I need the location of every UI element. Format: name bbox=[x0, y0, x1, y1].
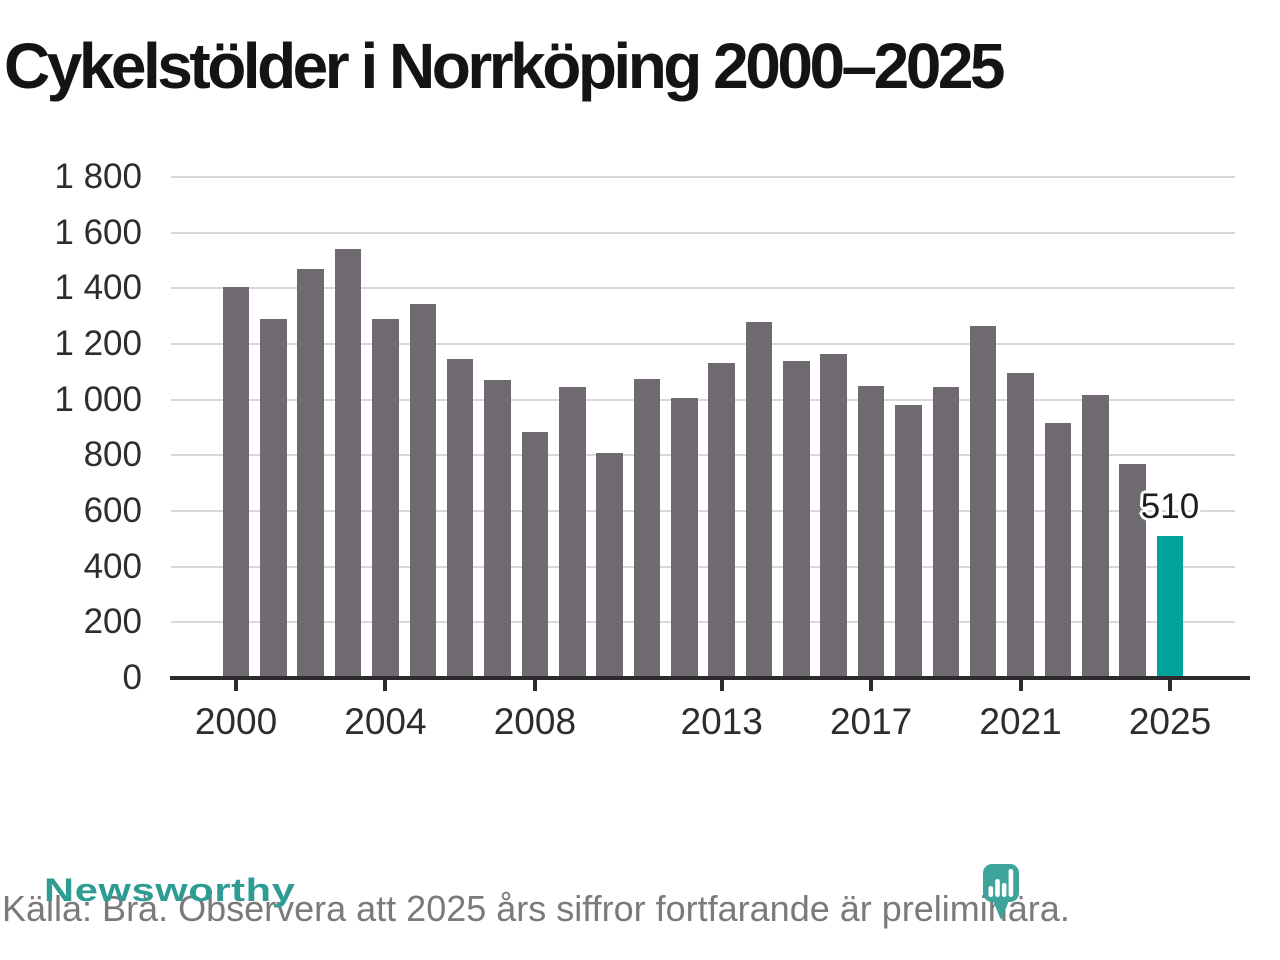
plot-area bbox=[171, 176, 1235, 678]
x-axis-tick-2021 bbox=[1018, 680, 1023, 691]
source-note: Källa: Brå. Observera att 2025 års siffr… bbox=[2, 888, 1070, 929]
gridline-800 bbox=[171, 454, 1235, 457]
gridline-1600 bbox=[171, 231, 1235, 234]
newsworthy-brand-text: Newsworthy bbox=[44, 872, 296, 908]
y-axis-label-1400: 1 400 bbox=[54, 268, 142, 308]
y-axis-label-800: 800 bbox=[83, 435, 142, 475]
bar-2012 bbox=[671, 398, 698, 678]
x-axis-tick-2017 bbox=[869, 680, 874, 691]
x-axis-tick-2008 bbox=[532, 680, 537, 691]
bar-2011 bbox=[633, 379, 661, 678]
bar-2020 bbox=[969, 326, 997, 678]
newsworthy-logo bbox=[983, 864, 1280, 928]
bar-2001 bbox=[260, 319, 287, 678]
bar-2022 bbox=[1044, 423, 1072, 678]
y-axis-label-0: 0 bbox=[122, 658, 142, 697]
bar-2007 bbox=[484, 380, 511, 678]
x-axis-label-2017: 2017 bbox=[829, 701, 913, 742]
x-axis-label-2013: 2013 bbox=[680, 701, 763, 742]
x-axis-tick-2013 bbox=[719, 680, 724, 691]
gridline-1000 bbox=[171, 398, 1235, 401]
x-axis-line bbox=[170, 676, 1250, 680]
x-axis-tick-2004 bbox=[383, 680, 388, 691]
bar-2015 bbox=[783, 361, 810, 678]
x-axis-label-2025: 2025 bbox=[1128, 701, 1212, 742]
x-axis-label-2000: 2000 bbox=[194, 701, 278, 742]
y-axis-label-1800: 1 800 bbox=[54, 157, 142, 196]
y-axis-label-600: 600 bbox=[83, 491, 142, 530]
y-axis-label-200: 200 bbox=[83, 602, 142, 642]
bar-2014 bbox=[745, 322, 773, 678]
highlight-value-label: 510 bbox=[1140, 487, 1200, 526]
bar-2023 bbox=[1081, 395, 1109, 678]
bar-2009 bbox=[558, 387, 586, 678]
bar-2000 bbox=[222, 287, 250, 678]
bar-2008 bbox=[521, 432, 549, 678]
x-axis-tick-2025 bbox=[1168, 680, 1172, 691]
bar-2021 bbox=[1007, 373, 1034, 678]
chart-title: Cykelstölder i Norrköping 2000–2025 bbox=[4, 30, 1006, 102]
gridline-1800 bbox=[171, 176, 1235, 178]
gridline-200 bbox=[171, 621, 1235, 624]
bar-2013 bbox=[708, 363, 735, 678]
bar-2016 bbox=[820, 354, 848, 678]
bar-2019 bbox=[932, 387, 960, 678]
bar-2003 bbox=[334, 249, 362, 678]
bar-2018 bbox=[895, 405, 922, 678]
bar-2010 bbox=[596, 453, 623, 678]
bar-2004 bbox=[372, 319, 399, 678]
y-axis-label-1200: 1 200 bbox=[54, 324, 142, 363]
y-axis-label-1600: 1 600 bbox=[54, 212, 142, 252]
gridline-400 bbox=[171, 565, 1235, 568]
x-axis-tick-2000 bbox=[234, 680, 238, 691]
gridline-600 bbox=[171, 510, 1235, 512]
x-axis-label-2004: 2004 bbox=[344, 701, 427, 742]
bar-2025 bbox=[1156, 536, 1184, 678]
bar-chart-pin-icon bbox=[983, 864, 1019, 920]
bar-2017 bbox=[857, 386, 885, 678]
bar-2005 bbox=[409, 304, 437, 678]
x-axis-label-2008: 2008 bbox=[493, 701, 577, 742]
bar-2006 bbox=[446, 359, 474, 678]
y-axis-label-400: 400 bbox=[83, 546, 142, 586]
gridline-1200 bbox=[171, 343, 1235, 345]
y-axis-label-1000: 1 000 bbox=[54, 379, 142, 419]
bar-2024 bbox=[1119, 464, 1146, 678]
gridline-1400 bbox=[171, 287, 1235, 290]
bar-2002 bbox=[297, 269, 324, 678]
x-axis-label-2021: 2021 bbox=[979, 701, 1062, 742]
